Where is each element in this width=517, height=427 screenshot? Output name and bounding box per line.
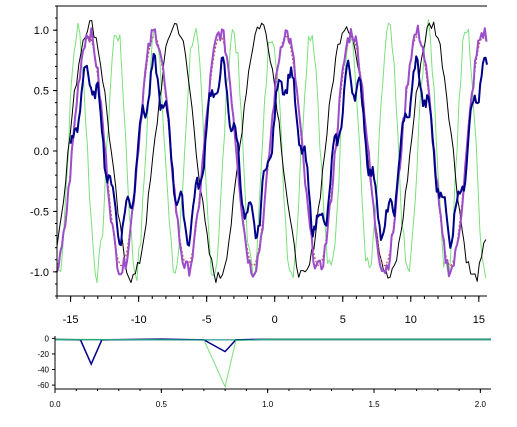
main-y-tick-label: 0.0: [34, 146, 49, 158]
main-x-tick-label: -15: [63, 314, 79, 326]
main-x-tick-label: 5: [340, 314, 346, 326]
main-series-line-4: [69, 52, 488, 249]
sub-x-tick-label: 1.0: [262, 400, 274, 409]
main-series-group: [56, 19, 488, 284]
main-series-line-1: [56, 20, 487, 283]
main-series-line-3: [56, 24, 488, 278]
sub-y-tick-label: -20: [37, 350, 49, 359]
sub-x-tick-label: 0.0: [49, 400, 61, 409]
main-y-tick-label: -0.5: [30, 206, 49, 218]
sub-x-tick-label: 2.0: [475, 400, 487, 409]
main-x-tick-label: -5: [202, 314, 212, 326]
sub-series-line-0: [54, 338, 491, 366]
sub-y-tick-label: -40: [37, 366, 49, 375]
main-axes: 1.0 0.5 0.0 -0.5 -1.0 -15 -10 -5 0 5 10 15: [30, 5, 487, 326]
main-x-tick-label: 0: [272, 314, 278, 326]
sub-plot: 0 -20 -40 -60 0.0 0.5 1.0 1.5 2.0: [37, 334, 491, 409]
sub-x-tick-label: 1.5: [368, 400, 380, 409]
sub-y-tick-label: -60: [37, 381, 49, 390]
main-y-tick-label: 0.5: [34, 86, 49, 98]
main-y-tick-label: 1.0: [34, 25, 49, 37]
main-plot: 1.0 0.5 0.0 -0.5 -1.0 -15 -10 -5 0 5 10 15: [30, 5, 488, 326]
main-y-tick-label: -1.0: [30, 267, 49, 279]
main-x-tick-label: 10: [405, 314, 417, 326]
sub-series-line-1: [54, 338, 491, 389]
sub-axis-frame: [54, 336, 491, 390]
sub-y-tick-label: 0: [45, 334, 50, 343]
main-x-tick-label: -10: [131, 314, 147, 326]
main-x-tick-label: 15: [473, 314, 485, 326]
sub-series-group: [54, 338, 491, 389]
sub-x-tick-label: 0.5: [156, 400, 168, 409]
sub-axes: 0 -20 -40 -60 0.0 0.5 1.0 1.5 2.0: [37, 334, 491, 409]
